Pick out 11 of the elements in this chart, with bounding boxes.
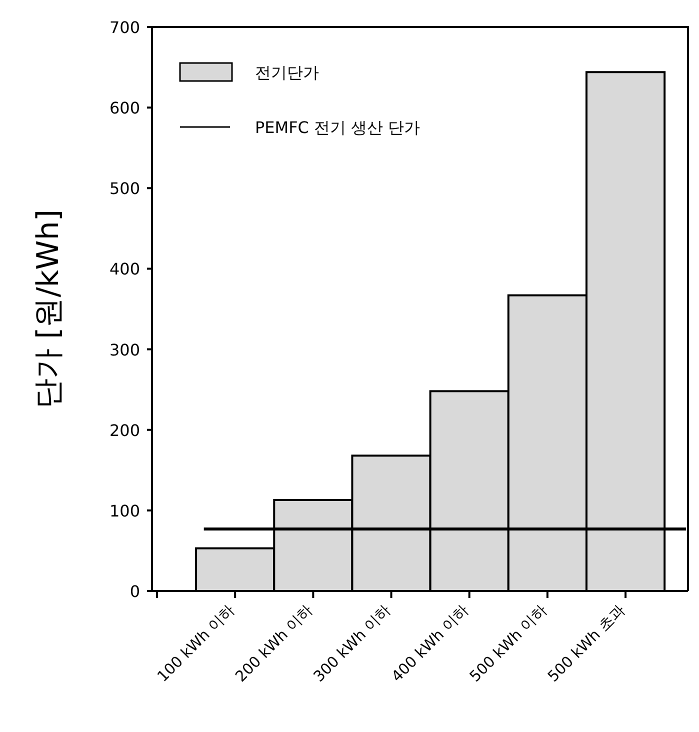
legend-label: 전기단가 xyxy=(255,63,319,82)
y-tick-label: 300 xyxy=(109,340,140,360)
legend-label: PEMFC 전기 생산 단가 xyxy=(255,118,420,137)
y-tick-label: 100 xyxy=(109,501,140,520)
y-tick-label: 200 xyxy=(109,420,140,440)
y-tick-label: 600 xyxy=(109,98,140,118)
y-tick-label: 700 xyxy=(109,18,140,37)
y-tick-label: 500 xyxy=(109,179,140,198)
y-tick-label: 0 xyxy=(130,582,140,601)
y-tick-label: 400 xyxy=(109,260,140,279)
y-axis-title: 단가 [원/kWh] xyxy=(31,209,66,409)
